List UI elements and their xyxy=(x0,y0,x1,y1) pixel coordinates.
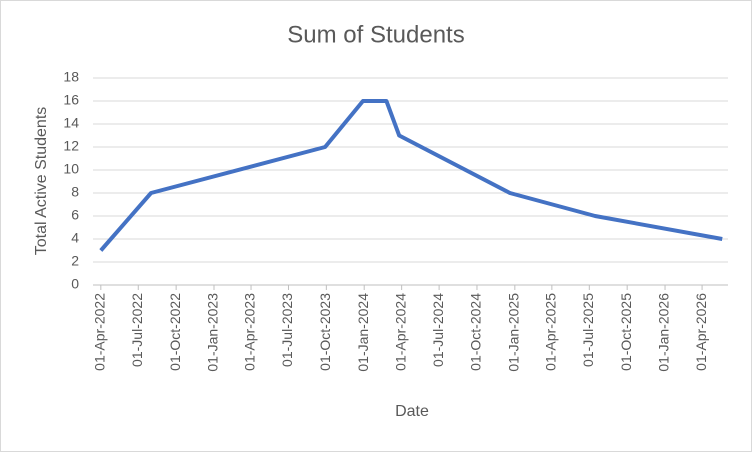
x-tick-label: 01-Apr-2023 xyxy=(242,293,258,371)
x-tick-label: 01-Jan-2026 xyxy=(656,293,672,372)
y-tick-label: 6 xyxy=(71,207,79,223)
x-tick-label: 01-Jul-2025 xyxy=(580,293,596,367)
x-tick-label: 01-Jan-2023 xyxy=(205,293,221,372)
x-axis-title: Date xyxy=(395,403,429,420)
x-tick-label: 01-Jul-2024 xyxy=(430,293,446,367)
x-tick-label: 01-Apr-2025 xyxy=(543,293,559,371)
y-tick-label: 8 xyxy=(71,184,79,200)
y-tick-label: 4 xyxy=(71,230,79,246)
x-tick-label: 01-Jul-2023 xyxy=(279,293,295,367)
x-tick-label: 01-Jul-2022 xyxy=(129,293,145,367)
x-tick-label: 01-Oct-2022 xyxy=(167,293,183,371)
y-tick-label: 10 xyxy=(63,161,79,177)
y-tick-label: 16 xyxy=(63,92,79,108)
x-tick-label: 01-Jan-2024 xyxy=(355,293,371,372)
y-tick-label: 12 xyxy=(63,138,79,154)
x-tick-label: 01-Jan-2025 xyxy=(506,293,522,372)
x-tick-label: 01-Apr-2026 xyxy=(693,293,709,371)
y-tick-label: 14 xyxy=(63,115,79,131)
y-tick-label: 0 xyxy=(71,276,79,292)
y-axis-title: Total Active Students xyxy=(33,107,50,256)
x-tick-label: 01-Apr-2022 xyxy=(92,293,108,371)
x-tick-label: 01-Oct-2023 xyxy=(317,293,333,371)
x-tick-label: 01-Oct-2025 xyxy=(618,293,634,371)
y-tick-label: 2 xyxy=(71,253,79,269)
y-tick-label: 18 xyxy=(63,69,79,85)
x-tick-label: 01-Oct-2024 xyxy=(468,293,484,371)
chart-title: Sum of Students xyxy=(287,21,464,48)
data-line xyxy=(99,99,723,252)
x-tick-label: 01-Apr-2024 xyxy=(392,293,408,371)
